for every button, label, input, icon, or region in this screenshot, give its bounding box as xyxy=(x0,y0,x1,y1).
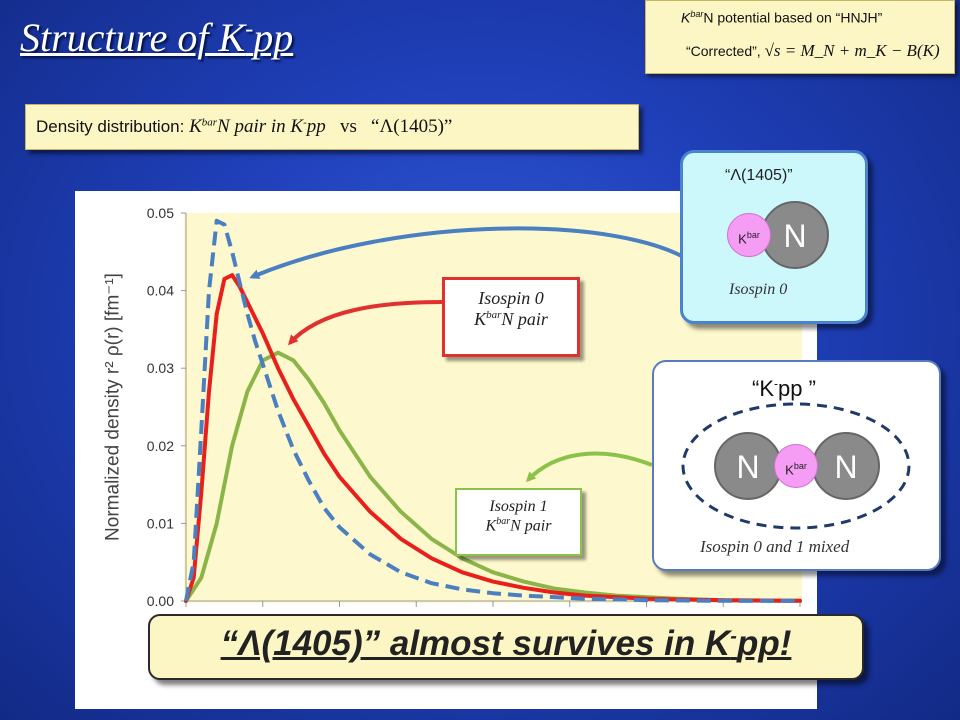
y-tick-label: 0.04 xyxy=(147,283,174,299)
y-tick-label: 0.01 xyxy=(147,515,174,531)
potential-note-line1: KbarN potential based on “HNJH” xyxy=(681,9,883,26)
isospin1-annotation: Isospin 1 KbarN pair xyxy=(455,488,582,556)
kpp-diagram: “K-pp ” N N Kbar Isospin 0 and 1 mixed xyxy=(652,360,941,571)
lambda-isospin-label: Isospin 0 xyxy=(729,281,788,298)
y-tick-label: 0.03 xyxy=(147,360,174,376)
lambda-1405-diagram: “Λ(1405)” N Kbar Isospin 0 xyxy=(680,150,868,324)
nucleon-ball: N xyxy=(761,201,829,269)
density-distribution-box: Density distribution: KbarN pair in K-pp… xyxy=(25,104,639,150)
conclusion-banner: “Λ(1405)” almost survives in K-pp! xyxy=(148,614,864,680)
kpp-isospin-label: Isospin 0 and 1 mixed xyxy=(700,537,850,556)
arrow-kpp-to-isospin1 xyxy=(525,451,653,483)
kpp-cloud-ellipse xyxy=(681,402,911,530)
nucleon-right-ball: N xyxy=(812,432,880,500)
lambda-diagram-title: “Λ(1405)” xyxy=(725,167,793,184)
arrow-isospin0-to-curve xyxy=(287,300,443,346)
kpp-diagram-title: “K-pp ” xyxy=(752,376,816,401)
kaon-ball: Kbar xyxy=(727,213,771,257)
potential-note: KbarN potential based on “HNJH” “Correct… xyxy=(645,0,955,74)
y-tick-label: 0.02 xyxy=(147,438,174,454)
density-label: Density distribution: xyxy=(36,117,185,136)
isospin0-annotation: Isospin 0 KbarN pair xyxy=(442,277,580,357)
potential-formula: √s = M_N + m_K − B(K) xyxy=(764,41,940,60)
slide-title: Structure of K-pp xyxy=(20,15,294,60)
series-line-0 xyxy=(184,273,802,603)
arrow-lambda-to-curve xyxy=(249,226,694,279)
y-tick-label: 0.05 xyxy=(147,205,174,221)
nucleon-left-ball: N xyxy=(714,432,782,500)
kaon-center-ball: Kbar xyxy=(774,444,818,488)
y-tick-label: 0.00 xyxy=(147,593,174,609)
series-line-2 xyxy=(184,218,801,603)
potential-note-line2: “Corrected”, √s = M_N + m_K − B(K) xyxy=(686,41,940,60)
